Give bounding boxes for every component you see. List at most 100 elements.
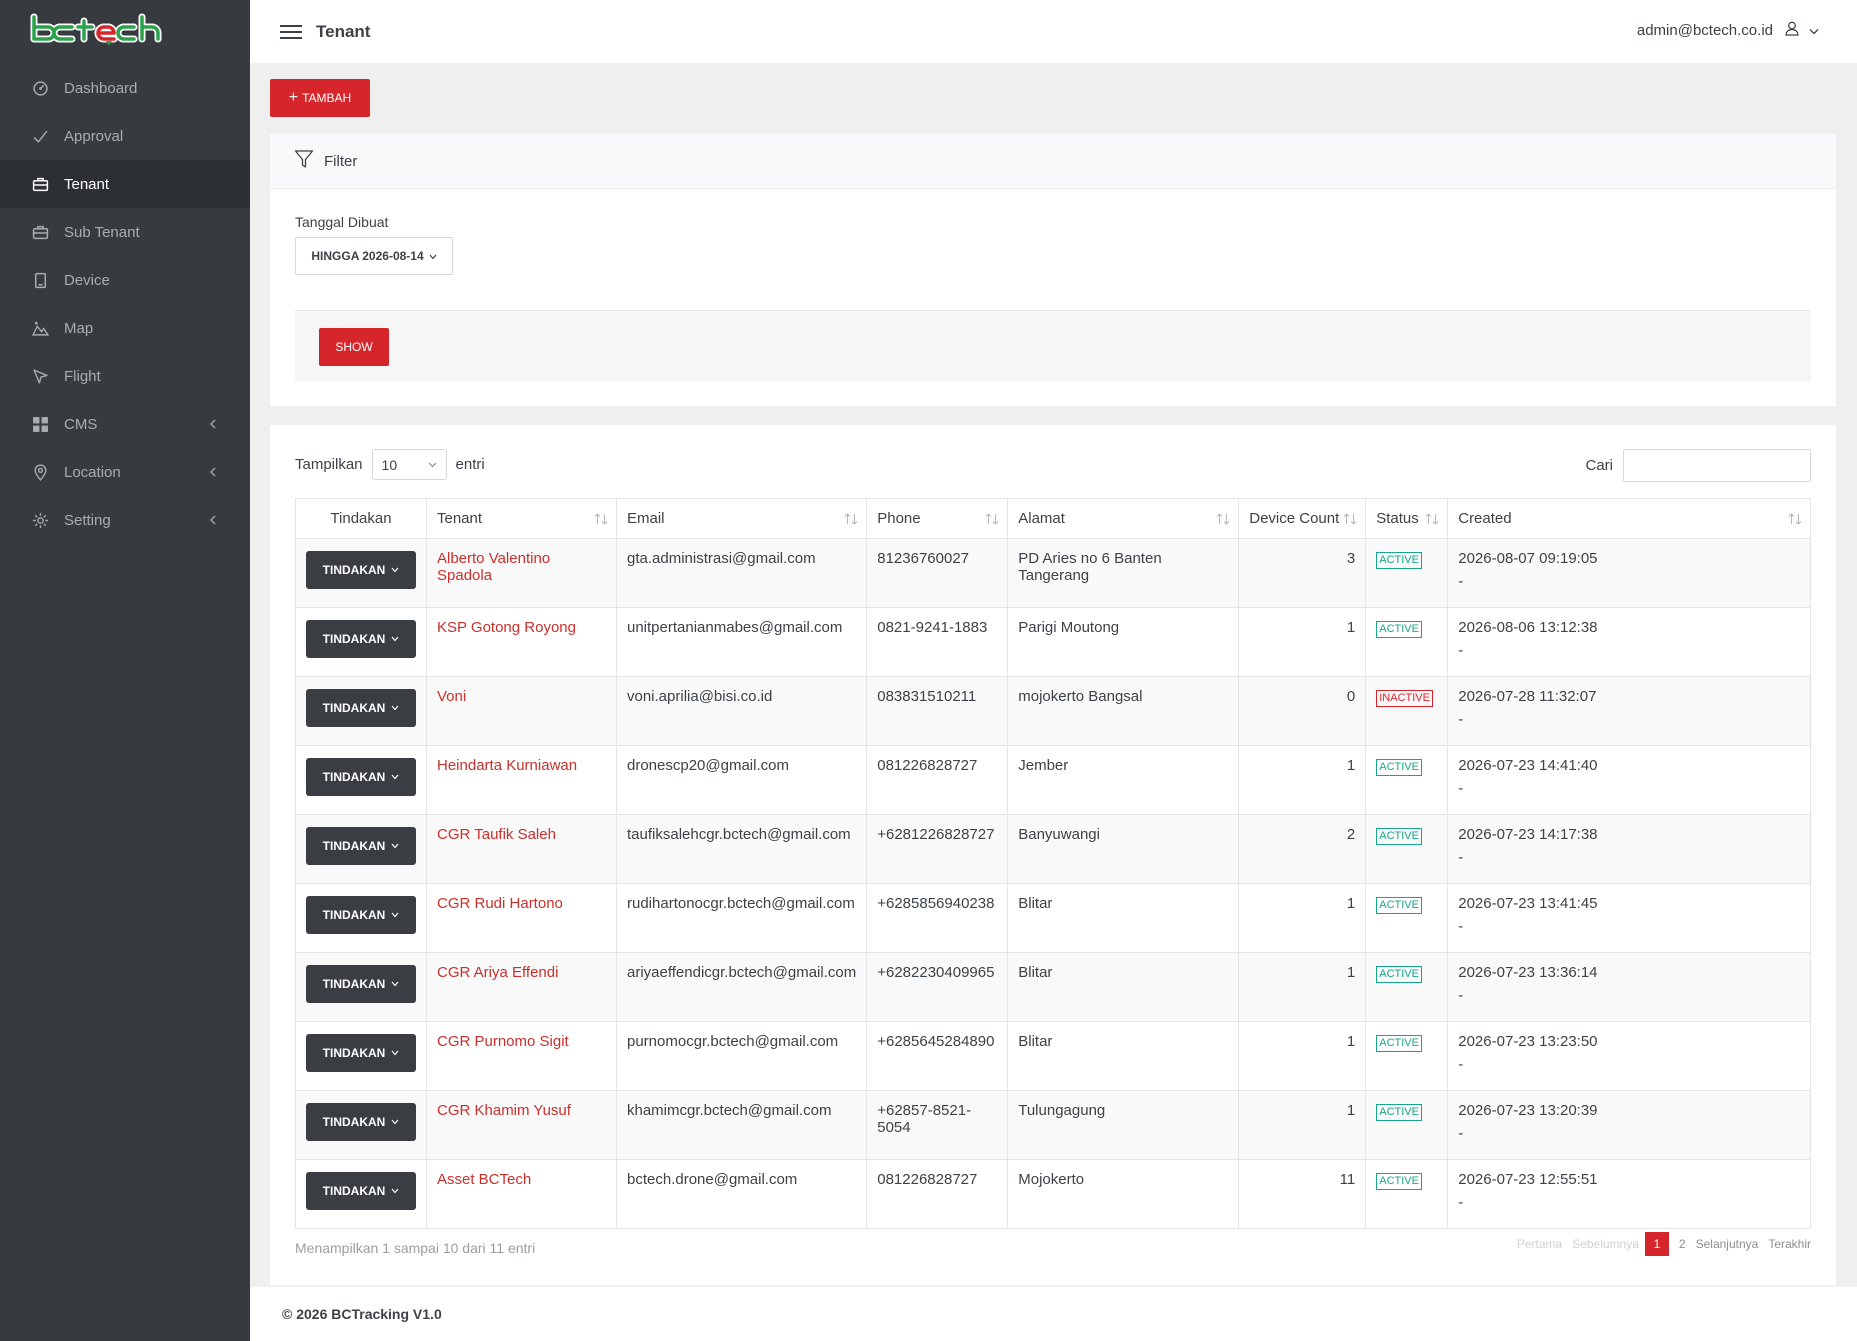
cell-action: TINDAKAN	[295, 1090, 427, 1160]
row-action-label: TINDAKAN	[322, 563, 386, 577]
filter-header[interactable]: Filter	[270, 134, 1836, 189]
menu-toggle-icon[interactable]	[280, 23, 302, 41]
cell-email: ariyaeffendicgr.bctech@gmail.com	[615, 952, 868, 1022]
tenant-link[interactable]: CGR Khamim Yusuf	[437, 1102, 571, 1119]
tenant-link[interactable]: Alberto Valentino Spadola	[437, 550, 551, 584]
cell-device-count: 1	[1238, 952, 1367, 1022]
column-header-tenant[interactable]: Tenant	[426, 498, 617, 539]
sort-icon[interactable]	[844, 512, 858, 529]
page-length-value: 10	[381, 456, 398, 473]
column-header-alamat[interactable]: Alamat	[1007, 498, 1240, 539]
sidebar-item-location[interactable]: Location	[0, 448, 250, 496]
row-action-label: TINDAKAN	[322, 632, 386, 646]
sort-icon[interactable]	[1343, 512, 1357, 529]
tenant-link[interactable]: Heindarta Kurniawan	[437, 757, 578, 774]
tenant-link[interactable]: CGR Ariya Effendi	[437, 964, 559, 981]
sort-icon[interactable]	[985, 512, 999, 529]
pagination: Pertama Sebelumnya 1 2 Selanjutnya Terak…	[1507, 1232, 1811, 1256]
row-action-dropdown[interactable]: TINDAKAN	[306, 1103, 416, 1141]
column-header-email[interactable]: Email	[615, 498, 868, 539]
pagination-first[interactable]: Pertama	[1516, 1237, 1563, 1251]
cell-created: 2026-07-23 14:17:38 -	[1447, 814, 1811, 884]
tenant-link[interactable]: CGR Rudi Hartono	[437, 895, 563, 912]
chevron-left-icon	[209, 513, 217, 530]
created-datetime: 2026-07-23 12:55:51	[1458, 1171, 1598, 1188]
tenant-link[interactable]: CGR Taufik Saleh	[437, 826, 556, 843]
created-datetime: 2026-07-23 13:41:45	[1458, 895, 1598, 912]
column-header-phone[interactable]: Phone	[866, 498, 1009, 539]
row-action-dropdown[interactable]: TINDAKAN	[306, 551, 416, 589]
column-header-status[interactable]: Status	[1365, 498, 1449, 539]
sort-icon[interactable]	[1425, 512, 1439, 529]
show-button[interactable]: SHOW	[319, 328, 389, 366]
search-input[interactable]	[1623, 449, 1811, 482]
sidebar-item-label: Approval	[64, 127, 124, 145]
table-info: Menampilkan 1 sampai 10 dari 11 entri	[295, 1240, 536, 1256]
sidebar-item-map[interactable]: Map	[0, 304, 250, 352]
sidebar-item-cms[interactable]: CMS	[0, 400, 250, 448]
cell-action: TINDAKAN	[295, 607, 427, 677]
row-action-dropdown[interactable]: TINDAKAN	[306, 758, 416, 796]
row-action-dropdown[interactable]: TINDAKAN	[306, 827, 416, 865]
row-action-dropdown[interactable]: TINDAKAN	[306, 620, 416, 658]
sort-icon[interactable]	[1216, 512, 1230, 529]
status-badge: ACTIVE	[1376, 621, 1422, 638]
cell-action: TINDAKAN	[295, 1021, 427, 1091]
cell-phone: 081226828727	[866, 1159, 1009, 1229]
cell-tenant: CGR Khamim Yusuf	[426, 1090, 617, 1160]
sidebar: Dashboard Approval Tenant Sub Tenant Dev…	[0, 0, 250, 1341]
tenant-link[interactable]: KSP Gotong Royong	[437, 619, 576, 636]
pagination-previous[interactable]: Sebelumnya	[1572, 1237, 1639, 1251]
pagination-page-current[interactable]: 1	[1644, 1232, 1669, 1256]
page-length-select[interactable]: 10	[371, 449, 447, 480]
sidebar-item-tenant[interactable]: Tenant	[0, 160, 250, 208]
column-header-device-count[interactable]: Device Count	[1238, 498, 1367, 539]
cell-created: 2026-07-23 13:23:50 -	[1447, 1021, 1811, 1091]
cell-email: gta.administrasi@gmail.com	[615, 538, 868, 608]
pagination-last[interactable]: Terakhir	[1768, 1237, 1811, 1251]
sidebar-item-dashboard[interactable]: Dashboard	[0, 64, 250, 112]
cell-phone: +6281226828727	[866, 814, 1009, 884]
status-badge: ACTIVE	[1376, 759, 1422, 776]
pagination-page[interactable]: 2	[1678, 1237, 1686, 1251]
cell-status: ACTIVE	[1365, 745, 1449, 815]
cell-created: 2026-08-07 09:19:05 -	[1447, 538, 1811, 608]
date-range-dropdown[interactable]: HINGGA 2026-08-14	[295, 237, 453, 275]
chevron-down-icon	[391, 1119, 399, 1125]
tenant-link[interactable]: CGR Purnomo Sigit	[437, 1033, 569, 1050]
sidebar-item-approval[interactable]: Approval	[0, 112, 250, 160]
cell-email: purnomocgr.bctech@gmail.com	[615, 1021, 868, 1091]
row-action-dropdown[interactable]: TINDAKAN	[306, 1034, 416, 1072]
cell-tenant: Voni	[426, 676, 617, 746]
row-action-dropdown[interactable]: TINDAKAN	[306, 1172, 416, 1210]
table-header-row: Tindakan Tenant Email Phone Alamat Devic…	[295, 498, 1811, 539]
cell-device-count: 2	[1238, 814, 1367, 884]
sidebar-item-flight[interactable]: Flight	[0, 352, 250, 400]
tenant-link[interactable]: Asset BCTech	[437, 1171, 532, 1188]
row-action-dropdown[interactable]: TINDAKAN	[306, 689, 416, 727]
sort-icon[interactable]	[1788, 512, 1802, 529]
footer-text: © 2026 BCTracking V1.0	[282, 1306, 442, 1322]
cell-device-count: 0	[1238, 676, 1367, 746]
add-tenant-button[interactable]: + TAMBAH	[270, 79, 370, 117]
sidebar-item-sub-tenant[interactable]: Sub Tenant	[0, 208, 250, 256]
sidebar-item-device[interactable]: Device	[0, 256, 250, 304]
cell-action: TINDAKAN	[295, 1159, 427, 1229]
sidebar-item-label: Device	[64, 271, 110, 289]
user-menu[interactable]: admin@bctech.co.id	[1637, 21, 1819, 40]
cell-tenant: Asset BCTech	[426, 1159, 617, 1229]
created-by: -	[1458, 987, 1464, 1004]
logo[interactable]	[0, 0, 250, 60]
cell-device-count: 1	[1238, 1021, 1367, 1091]
sort-icon[interactable]	[594, 512, 608, 529]
cell-tenant: CGR Taufik Saleh	[426, 814, 617, 884]
row-action-dropdown[interactable]: TINDAKAN	[306, 896, 416, 934]
sidebar-item-setting[interactable]: Setting	[0, 496, 250, 544]
column-header-created[interactable]: Created	[1447, 498, 1811, 539]
pagination-next[interactable]: Selanjutnya	[1695, 1237, 1759, 1251]
date-created-label: Tanggal Dibuat	[295, 214, 389, 230]
row-action-dropdown[interactable]: TINDAKAN	[306, 965, 416, 1003]
cell-phone: +62857-8521-5054	[866, 1090, 1009, 1160]
chevron-down-icon	[391, 774, 399, 780]
tenant-link[interactable]: Voni	[437, 688, 467, 705]
